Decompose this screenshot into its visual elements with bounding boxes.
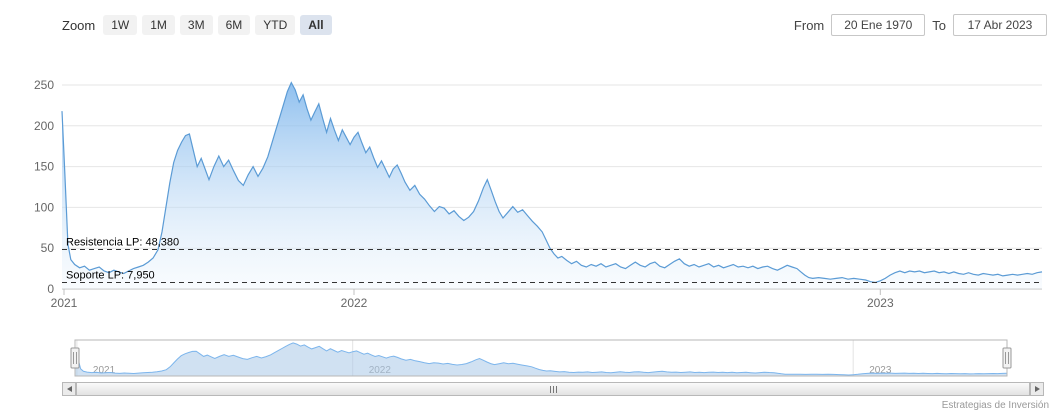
grip-icon [552,385,554,393]
date-range-controls: From To [794,14,1047,36]
scrollbar-right-button[interactable] [1030,382,1044,396]
y-axis-label: 100 [34,200,54,214]
x-axis-label: 2021 [51,296,78,310]
main-chart-plot[interactable]: 0 50 100 150 200 250 2021 2022 2023 Resistencia L… [0,48,1059,314]
scrollbar-track[interactable] [76,382,1030,396]
area-series[interactable] [62,82,1042,289]
to-date-input[interactable] [953,14,1047,36]
price-line [61,81,1043,284]
range-button-3m[interactable]: 3M [179,15,213,35]
range-button-ytd[interactable]: YTD [255,15,296,35]
y-axis-label: 250 [34,78,54,92]
x-axis-label: 2022 [341,296,368,310]
scrollbar-thumb[interactable] [76,382,1030,396]
scrollbar[interactable] [62,382,1044,396]
credits-link[interactable]: Estrategias de Inversión [941,400,1049,411]
grip-icon [555,385,557,393]
range-buttons: 1W 1M 3M 6M YTD All [103,15,332,35]
range-button-all[interactable]: All [300,15,332,35]
left-arrow-icon [66,386,72,392]
to-label: To [932,17,946,33]
x-axis-label: 2023 [867,296,894,310]
from-date-input[interactable] [831,14,926,36]
y-axis-label: 50 [41,241,55,255]
support-line-label: Soporte LP: 7,950 [66,270,155,282]
zoom-label: Zoom [62,17,96,33]
range-button-6m[interactable]: 6M [217,15,251,35]
zoom-controls: Zoom 1W 1M 3M 6M YTD All [62,15,332,35]
navigator-year-label: 2023 [869,365,892,376]
y-axis-label: 0 [47,282,54,296]
y-axis-label: 200 [34,119,54,133]
grip-icon [549,385,551,393]
navigator-year-label: 2021 [93,365,116,376]
right-arrow-icon [1034,386,1040,392]
scrollbar-left-button[interactable] [62,382,76,396]
resistance-line-label: Resistencia LP: 48,380 [66,237,179,249]
range-button-1m[interactable]: 1M [142,15,175,35]
navigator-handle-left[interactable] [70,347,80,369]
navigator-series [75,342,1007,376]
y-axis-label: 150 [34,160,54,174]
range-button-1w[interactable]: 1W [103,15,138,35]
from-label: From [793,17,825,33]
navigator-handle-right[interactable] [1002,347,1012,369]
